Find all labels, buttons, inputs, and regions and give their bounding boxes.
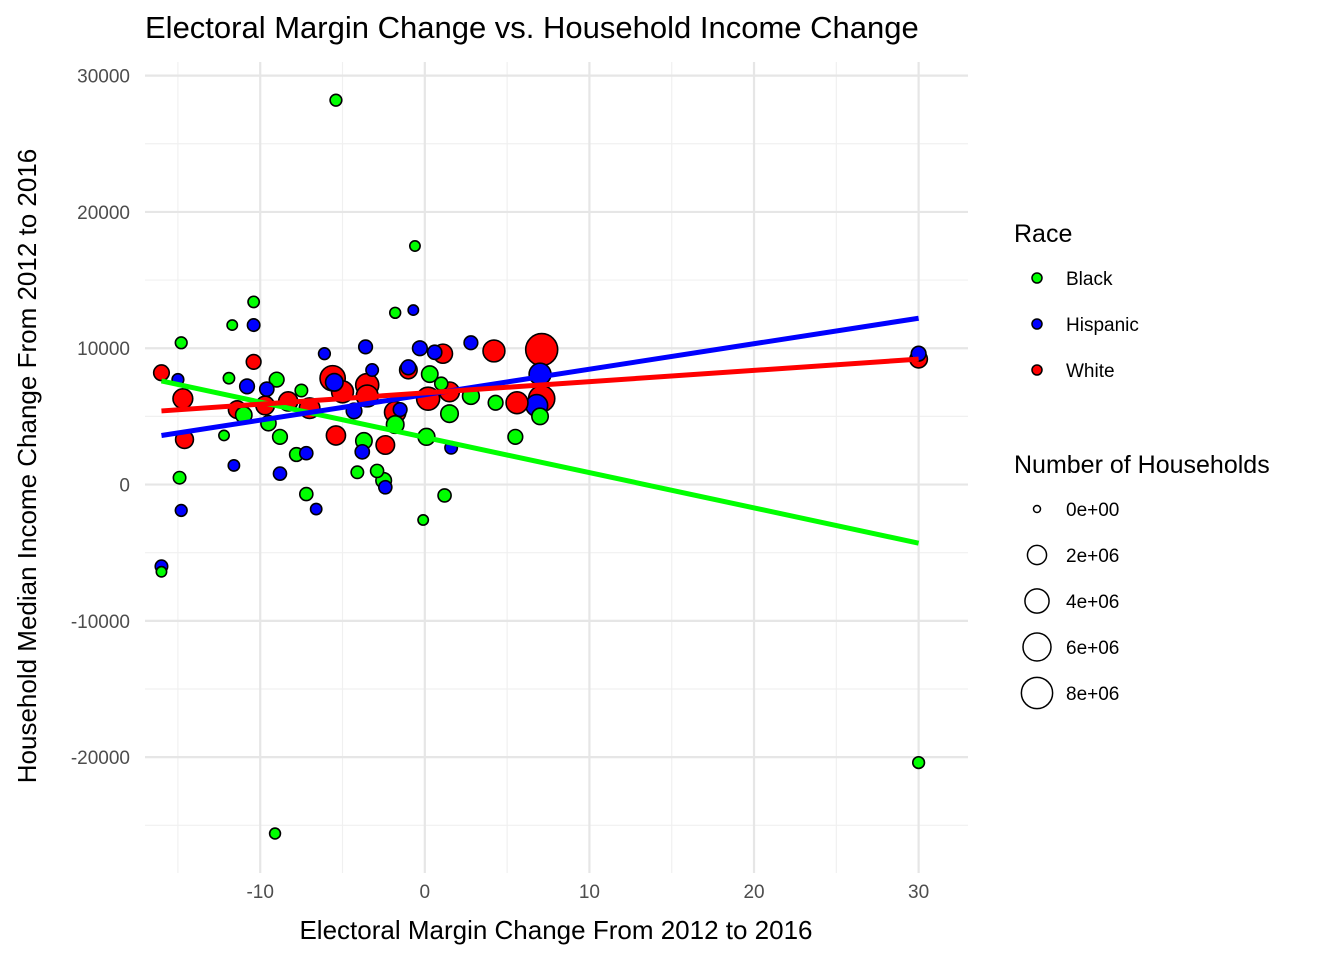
data-point-black (350, 465, 365, 480)
data-point-black (155, 565, 168, 578)
data-point-white (482, 339, 506, 363)
legend-key-white (1031, 364, 1043, 376)
data-point-black (911, 755, 926, 770)
data-point-hispanic (317, 347, 332, 361)
legend-race-title: Race (1014, 220, 1072, 248)
data-point-hispanic (324, 372, 344, 392)
legend-race-items: Black Hispanic White (1031, 269, 1139, 382)
data-point-hispanic (407, 304, 420, 317)
legend-label-white: White (1066, 361, 1115, 382)
data-point-hispanic (238, 378, 256, 395)
legend-size-key (1032, 504, 1042, 514)
legend-size-items: 0e+00 2e+06 4e+06 6e+06 8e+06 (1020, 500, 1119, 710)
trend-line-hispanic (161, 315, 920, 438)
data-point-black (417, 514, 430, 526)
legend-key-black (1031, 272, 1043, 284)
legend-size-label: 0e+00 (1066, 500, 1119, 521)
y-axis-tick-labels: -20000 -10000 0 10000 20000 30000 (71, 67, 130, 770)
data-point-black (268, 371, 285, 388)
data-point-hispanic (246, 318, 261, 333)
data-point-hispanic (174, 503, 188, 518)
data-point-hispanic (227, 459, 241, 472)
data-point-black (294, 383, 309, 398)
data-point-black (172, 470, 187, 485)
legend-size-label: 6e+06 (1066, 638, 1119, 659)
trend-line-black (160, 378, 920, 546)
data-point-black (298, 486, 314, 502)
data-point-black (174, 336, 188, 350)
data-point-hispanic (426, 344, 443, 361)
legend-key-hispanic (1031, 318, 1043, 330)
data-point-hispanic (298, 445, 314, 461)
legend-label-black: Black (1066, 269, 1113, 290)
data-point-hispanic (392, 401, 408, 418)
data-point-hispanic (377, 479, 393, 495)
data-point-black (439, 404, 460, 424)
data-point-black (388, 306, 402, 320)
x-tick-label: 30 (908, 882, 929, 903)
legend-size-label: 8e+06 (1066, 684, 1119, 705)
x-tick-label: 0 (420, 882, 431, 903)
data-point-hispanic (400, 359, 417, 376)
legend-size-key (1024, 588, 1050, 614)
legend-size-title: Number of Households (1014, 451, 1270, 479)
data-point-white (325, 425, 347, 446)
data-point-hispanic (309, 502, 323, 516)
chart-title: Electoral Margin Change vs. Household In… (145, 10, 919, 45)
data-point-black (218, 429, 230, 442)
data-point-white (172, 388, 194, 410)
x-tick-label: 20 (743, 882, 764, 903)
y-tick-label: 20000 (77, 203, 130, 224)
data-point-white (505, 391, 529, 415)
data-point-hispanic (365, 363, 380, 378)
legend-size-key (1026, 544, 1048, 566)
data-point-black (268, 827, 282, 840)
x-axis-tick-labels: -10 0 10 20 30 (246, 882, 929, 903)
data-point-hispanic (463, 335, 479, 351)
y-tick-label: 30000 (77, 67, 130, 88)
data-point-hispanic (258, 381, 275, 398)
data-point-black (433, 376, 449, 392)
data-point-black (222, 371, 236, 385)
data-point-black (226, 319, 239, 332)
data-point-white (245, 353, 262, 371)
scatter-points (152, 93, 929, 840)
data-point-white (152, 364, 171, 382)
data-point-black (247, 295, 261, 309)
y-tick-label: -10000 (71, 612, 130, 633)
data-point-black (408, 240, 421, 252)
legend-size-label: 4e+06 (1066, 592, 1119, 613)
data-point-black (437, 488, 452, 503)
y-tick-label: 0 (119, 476, 130, 497)
x-tick-label: -10 (246, 882, 273, 903)
data-point-black (507, 428, 524, 445)
trend-lines (160, 315, 920, 546)
minor-gridlines (145, 62, 968, 873)
data-point-white (375, 434, 396, 456)
data-point-hispanic (411, 340, 429, 357)
data-point-black (420, 365, 439, 384)
legend-label-hispanic: Hispanic (1066, 315, 1139, 336)
y-tick-label: 10000 (77, 339, 130, 360)
data-point-hispanic (272, 466, 288, 481)
legend-size-key (1022, 632, 1052, 662)
major-gridlines (145, 62, 968, 873)
legend-size-key (1020, 676, 1054, 710)
data-point-black (271, 428, 289, 445)
data-point-hispanic (357, 339, 374, 355)
legend-size-label: 2e+06 (1066, 546, 1119, 567)
y-axis-title: Household Median Income Change From 2012… (12, 149, 42, 784)
data-point-black (531, 407, 550, 426)
data-point-black (487, 394, 504, 411)
trend-line-white (161, 356, 919, 414)
data-point-white (524, 332, 559, 367)
data-point-black (329, 93, 343, 107)
y-tick-label: -20000 (71, 748, 130, 769)
data-point-hispanic (354, 443, 371, 460)
x-tick-label: 10 (579, 882, 600, 903)
data-point-black (369, 463, 385, 479)
legend: Race Black Hispanic White Number of Househ… (1014, 220, 1270, 710)
x-axis-title: Electoral Margin Change From 2012 to 201… (299, 915, 812, 945)
